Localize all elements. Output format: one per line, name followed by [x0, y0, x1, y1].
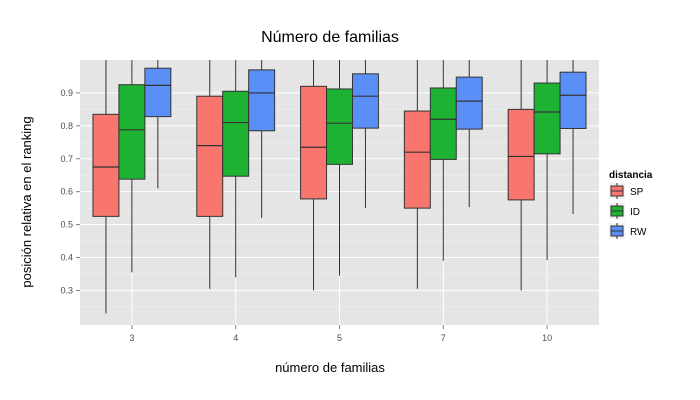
box-RW-4: [248, 60, 276, 219]
box-layer: [92, 60, 587, 314]
chart-title: Número de familias: [261, 29, 399, 46]
x-axis-ticks: 3 4 5 7 10: [129, 325, 552, 343]
box-ID-7: [429, 60, 457, 261]
box-RW-5: [351, 60, 379, 209]
box-SP-10: [507, 60, 535, 291]
y-tick-label: 0.8: [60, 121, 73, 131]
x-tick-label: 4: [233, 333, 238, 343]
legend-item-RW: RW: [609, 223, 647, 239]
x-tick-label: 3: [129, 333, 134, 343]
legend-title: distancia: [609, 170, 653, 181]
box-iqr: [455, 76, 483, 130]
y-tick-label: 0.5: [60, 220, 73, 230]
box-iqr: [507, 108, 535, 201]
legend-item-ID: ID: [609, 203, 640, 219]
legend-label: RW: [630, 227, 647, 238]
box-ID-5: [326, 60, 353, 276]
box-SP-3: [92, 60, 120, 314]
box-iqr: [222, 90, 250, 177]
box-iqr: [351, 73, 379, 129]
box-iqr: [326, 88, 353, 165]
x-axis-title: número de familias: [275, 360, 385, 375]
box-iqr: [248, 69, 276, 132]
y-axis-ticks: 0.3 0.4 0.5 0.6 0.7 0.8 0.9: [60, 88, 80, 295]
box-RW-10: [559, 60, 587, 215]
box-iqr: [144, 67, 172, 118]
y-tick-label: 0.7: [60, 154, 73, 164]
box-ID-10: [533, 60, 561, 261]
legend: distancia SP ID RW: [609, 170, 653, 239]
box-iqr: [300, 85, 328, 200]
legend-label: ID: [630, 207, 640, 218]
legend-label: SP: [630, 187, 644, 198]
y-tick-label: 0.6: [60, 187, 73, 197]
box-iqr: [196, 95, 224, 217]
x-tick-label: 10: [542, 333, 552, 343]
box-RW-3: [144, 60, 172, 189]
y-tick-label: 0.9: [60, 88, 73, 98]
y-axis-title: posición relativa en el ranking: [19, 116, 34, 287]
x-tick-label: 5: [337, 333, 342, 343]
box-ID-4: [222, 60, 250, 278]
box-iqr: [92, 113, 120, 217]
box-iqr: [533, 82, 561, 155]
y-tick-label: 0.4: [60, 253, 73, 263]
box-iqr: [403, 110, 431, 209]
y-tick-label: 0.3: [60, 285, 73, 295]
x-tick-label: 7: [441, 333, 446, 343]
box-SP-5: [300, 60, 328, 291]
box-RW-7: [455, 60, 483, 208]
box-iqr: [559, 71, 587, 129]
legend-entries: SP ID RW: [609, 183, 647, 239]
legend-item-SP: SP: [609, 183, 644, 199]
box-SP-4: [196, 60, 224, 289]
box-iqr: [118, 84, 146, 180]
box-ID-3: [118, 60, 146, 273]
box-iqr: [429, 87, 457, 160]
